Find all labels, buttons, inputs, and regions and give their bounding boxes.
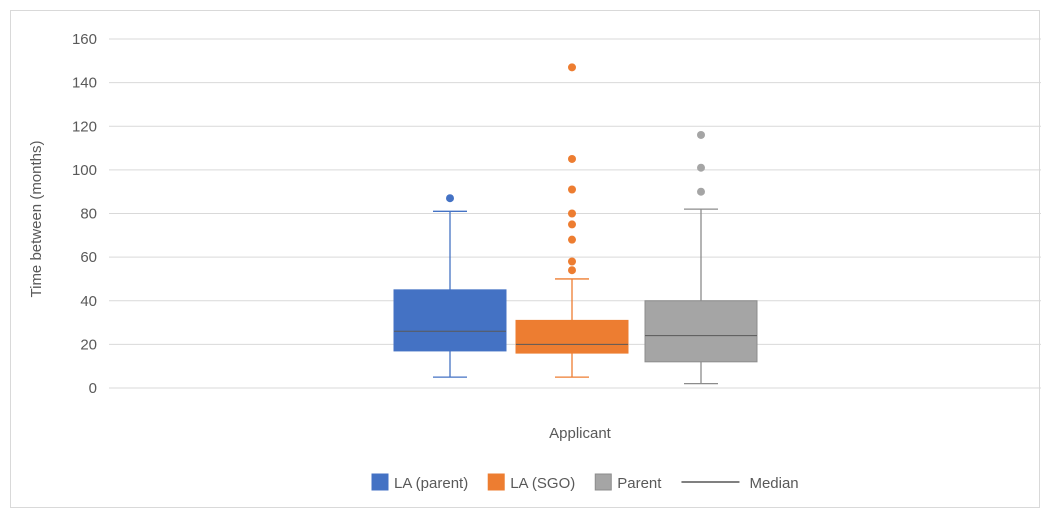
- box-la-sgo: [515, 63, 629, 378]
- legend-label: LA (parent): [394, 475, 468, 492]
- outlier-point: [568, 154, 576, 163]
- y-tick-label: 80: [80, 206, 97, 223]
- outlier-point: [568, 185, 576, 194]
- gridlines: [109, 38, 1047, 389]
- box-parent: [644, 130, 758, 385]
- legend-label: Parent: [617, 475, 662, 492]
- legend-item: LA (parent): [371, 473, 468, 492]
- legend-item-median: Median: [681, 475, 799, 492]
- outlier-point: [446, 194, 454, 203]
- y-tick-label: 40: [80, 293, 97, 310]
- legend-label: Median: [749, 475, 798, 492]
- outlier-point: [568, 257, 576, 266]
- y-axis-ticks: 0 20 40 60 80 100 120 140 160: [72, 31, 97, 397]
- outlier-point: [697, 130, 705, 139]
- legend-swatch: [371, 473, 389, 491]
- legend-swatch: [594, 473, 612, 491]
- outlier-point: [568, 63, 576, 72]
- outlier-point: [568, 266, 576, 275]
- x-axis-title: Applicant: [549, 425, 612, 442]
- chart-area: 0 20 40 60 80 100 120 140 160 Time between (mont…: [10, 10, 1047, 508]
- y-tick-label: 160: [72, 31, 97, 48]
- outlier-point: [568, 220, 576, 229]
- legend: LA (parent) LA (SGO) Parent Median: [371, 473, 799, 492]
- outlier-point: [697, 187, 705, 196]
- legend-item: Parent: [594, 473, 662, 492]
- y-tick-label: 100: [72, 162, 97, 179]
- outlier-point: [568, 235, 576, 244]
- y-tick-label: 60: [80, 249, 97, 266]
- legend-swatch: [487, 473, 505, 491]
- y-tick-label: 120: [72, 118, 97, 135]
- legend-item: LA (SGO): [487, 473, 575, 492]
- y-tick-label: 0: [89, 380, 97, 397]
- box-la-parent: [393, 194, 507, 378]
- iqr-box: [515, 319, 629, 354]
- outlier-point: [568, 209, 576, 218]
- box-plot-chart: 0 20 40 60 80 100 120 140 160 Time between (mont…: [28, 31, 1047, 492]
- outlier-point: [697, 163, 705, 172]
- box-series: [393, 63, 758, 385]
- y-tick-label: 20: [80, 336, 97, 353]
- y-axis-title: Time between (months): [28, 140, 45, 297]
- y-tick-label: 140: [72, 75, 97, 92]
- legend-label: LA (SGO): [510, 475, 575, 492]
- iqr-box: [644, 300, 758, 363]
- iqr-box: [393, 289, 507, 352]
